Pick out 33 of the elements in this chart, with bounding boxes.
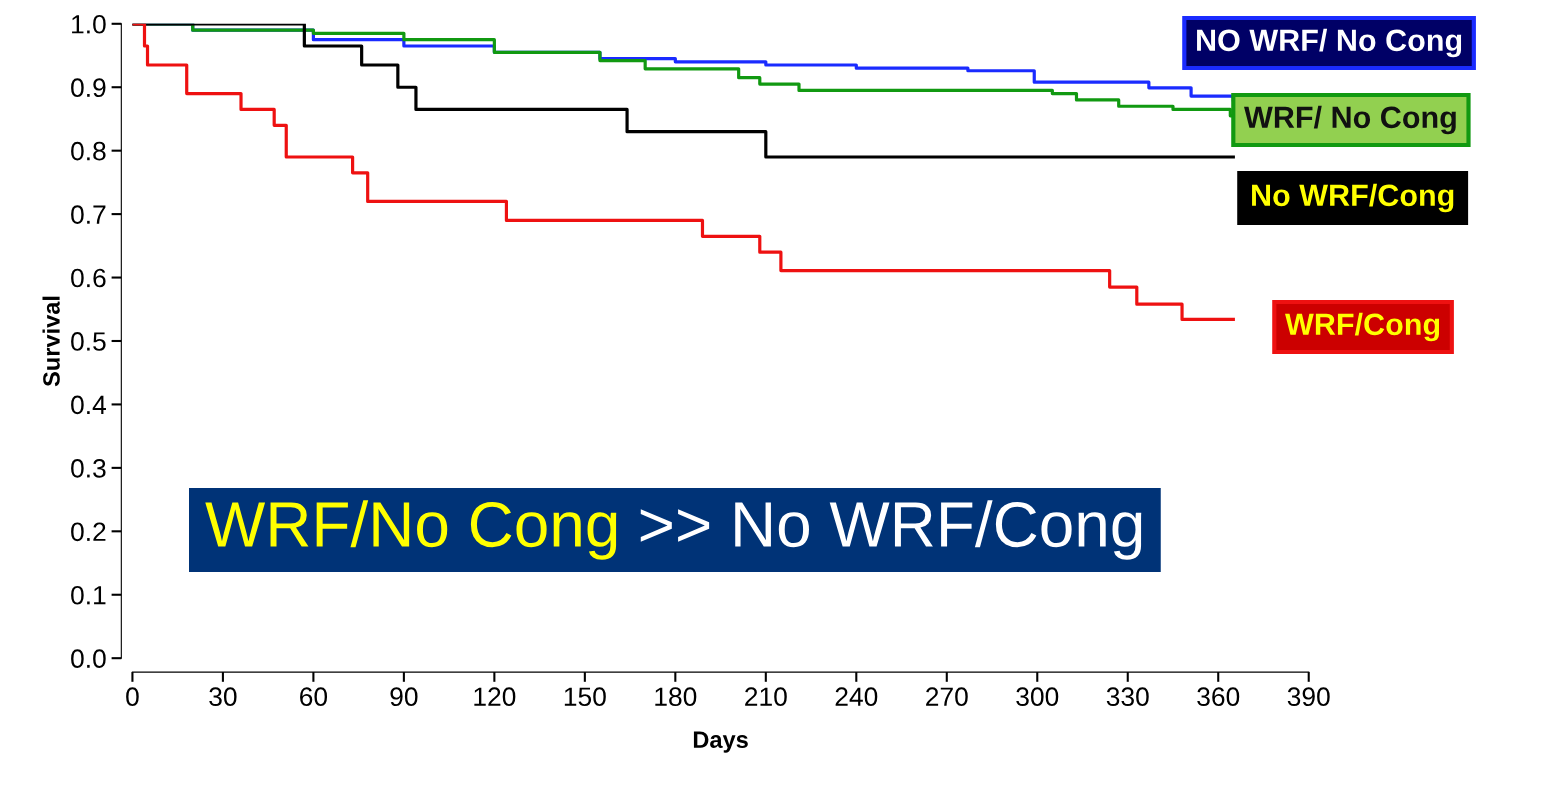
y-tick-label: 0.2 — [71, 522, 106, 542]
y-tick-label: 0.0 — [71, 649, 106, 669]
x-tick-label: 60 — [300, 687, 328, 707]
y-tick-label: 0.6 — [71, 268, 106, 288]
x-tick-label: 120 — [474, 687, 516, 707]
x-tick-label: 0 — [126, 687, 139, 707]
series-label: NO WRF/ No Cong — [1197, 28, 1462, 58]
y-tick-label: 0.4 — [71, 395, 106, 415]
annotation: >> No WRF/Cong — [640, 500, 1142, 560]
y-tick-label: 0.9 — [71, 78, 106, 98]
y-tick-label: 0.5 — [71, 332, 106, 351]
x-tick-label: 390 — [1287, 687, 1330, 707]
y-tick-label: 0.3 — [71, 459, 106, 478]
y-tick-label: 0.8 — [71, 141, 106, 161]
x-tick-label: 300 — [1016, 687, 1059, 707]
x-axis-title: Days — [693, 731, 748, 753]
x-tick-label: 330 — [1106, 687, 1149, 707]
x-tick-label: 210 — [745, 687, 787, 707]
annotation: WRF/No Cong — [205, 500, 617, 560]
x-tick-label: 240 — [835, 687, 878, 707]
x-tick-label: 180 — [655, 687, 697, 707]
x-tick-label: 150 — [564, 687, 606, 707]
x-tick-label: 30 — [209, 687, 237, 707]
y-axis-title: Survival — [42, 296, 60, 387]
y-tick-label: 0.1 — [71, 585, 106, 605]
x-tick-label: 270 — [926, 687, 968, 707]
x-tick-label: 90 — [390, 687, 418, 707]
series-label: No WRF/Cong — [1252, 183, 1454, 213]
series-label: WRF/Cong — [1285, 312, 1440, 342]
x-tick-label: 360 — [1197, 687, 1240, 707]
series-label: WRF/ No Cong — [1244, 105, 1456, 135]
y-tick-label: 1.0 — [72, 14, 106, 34]
y-tick-label: 0.7 — [71, 205, 106, 224]
